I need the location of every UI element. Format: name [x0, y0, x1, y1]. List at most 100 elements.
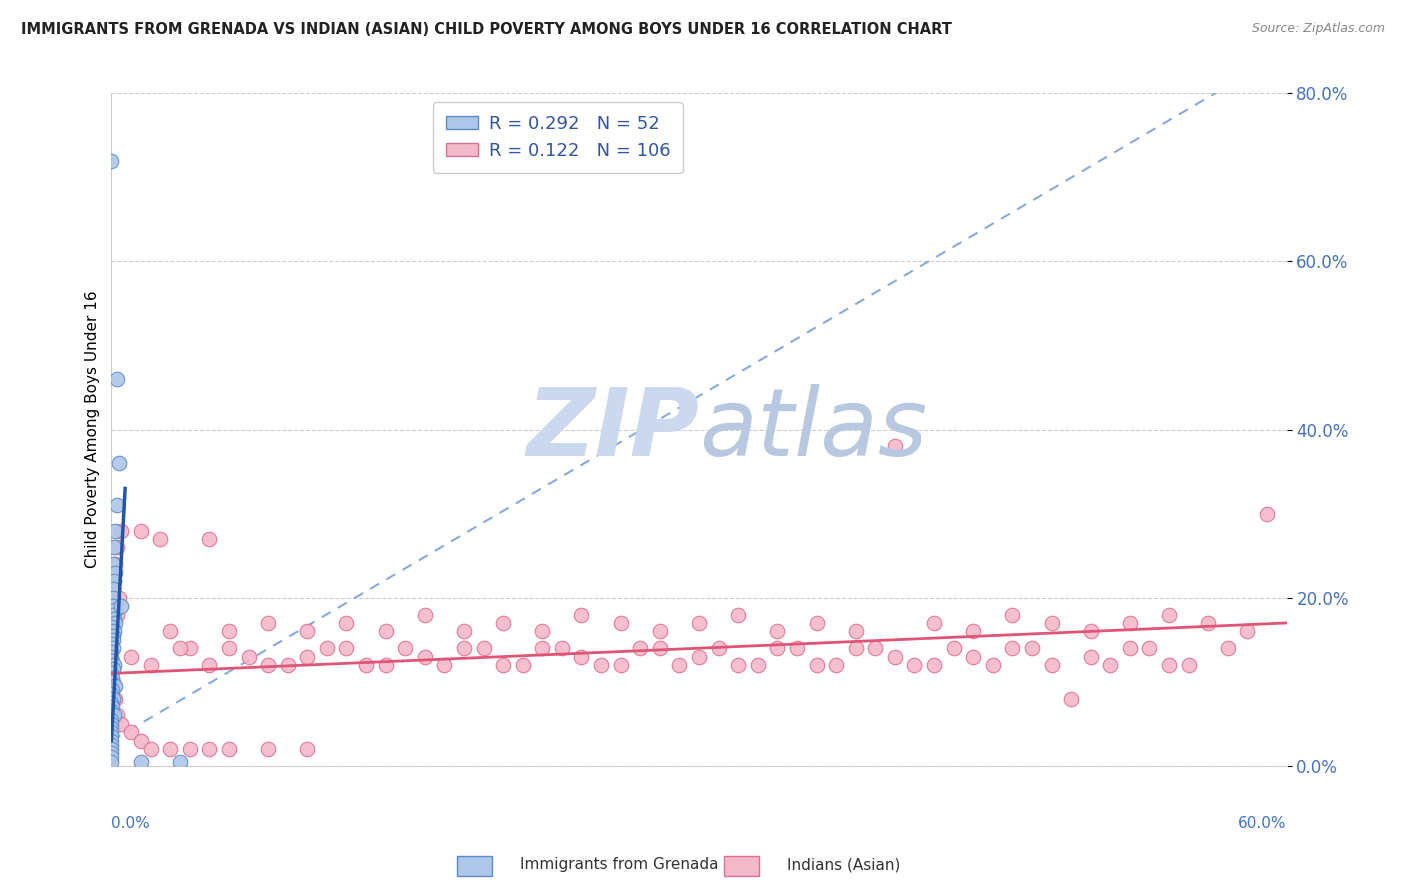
Point: [1099, 658, 1122, 673]
Point: [129, 755, 152, 769]
Point: [103, 708, 125, 723]
Point: [238, 649, 260, 664]
Point: [110, 716, 132, 731]
Text: atlas: atlas: [699, 384, 927, 475]
Point: [766, 641, 789, 656]
Point: [100, 750, 122, 764]
Point: [100, 704, 122, 718]
Point: [297, 742, 319, 756]
Point: [1040, 615, 1063, 630]
Point: [492, 658, 515, 673]
Point: [825, 658, 848, 673]
Point: [129, 524, 152, 538]
Point: [105, 498, 128, 512]
Point: [100, 666, 122, 681]
Point: [591, 658, 613, 673]
Point: [1021, 641, 1043, 656]
Point: [297, 624, 319, 639]
Point: [472, 641, 495, 656]
Point: [159, 624, 181, 639]
Point: [413, 607, 436, 622]
Point: [277, 658, 299, 673]
Point: [335, 641, 357, 656]
Point: [1177, 658, 1199, 673]
Point: [922, 615, 945, 630]
Point: [1080, 649, 1102, 664]
Point: [571, 649, 593, 664]
Point: [354, 658, 377, 673]
Point: [865, 641, 887, 656]
Point: [688, 649, 710, 664]
Point: [512, 658, 534, 673]
Point: [218, 742, 240, 756]
Point: [453, 641, 475, 656]
Point: [104, 615, 127, 630]
Point: [1001, 641, 1024, 656]
Point: [1119, 641, 1142, 656]
Point: [100, 725, 122, 739]
Point: [108, 591, 131, 605]
Point: [103, 582, 125, 597]
Point: [103, 612, 125, 626]
Point: [198, 658, 221, 673]
Point: [551, 641, 574, 656]
Point: [103, 541, 125, 555]
Point: [648, 624, 671, 639]
Point: [374, 624, 396, 639]
Point: [179, 742, 201, 756]
Point: [257, 742, 280, 756]
Point: [198, 532, 221, 546]
Point: [845, 641, 868, 656]
Point: [105, 607, 128, 622]
Point: [845, 624, 868, 639]
Point: [100, 755, 122, 769]
Point: [335, 615, 357, 630]
Point: [169, 641, 191, 656]
Point: [1060, 691, 1083, 706]
Point: [110, 524, 132, 538]
Point: [159, 742, 181, 756]
Point: [571, 607, 593, 622]
Point: [100, 649, 122, 664]
Point: [179, 641, 201, 656]
Point: [101, 683, 124, 698]
Point: [103, 557, 125, 571]
Point: [104, 603, 127, 617]
Point: [531, 624, 554, 639]
Point: [104, 524, 127, 538]
Point: [1216, 641, 1239, 656]
Point: [103, 624, 125, 639]
Point: [108, 456, 131, 470]
Point: [129, 733, 152, 747]
Point: [120, 725, 142, 739]
Point: [609, 615, 631, 630]
Point: [433, 658, 456, 673]
Point: [688, 615, 710, 630]
Point: [942, 641, 965, 656]
Point: [922, 658, 945, 673]
Point: [806, 658, 828, 673]
Y-axis label: Child Poverty Among Boys Under 16: Child Poverty Among Boys Under 16: [86, 291, 100, 568]
Point: [100, 637, 122, 651]
Point: [101, 700, 124, 714]
Point: [1197, 615, 1219, 630]
Point: [1040, 658, 1063, 673]
Point: [100, 721, 122, 735]
Point: [105, 541, 128, 555]
Point: [453, 624, 475, 639]
Text: ZIP: ZIP: [526, 384, 699, 475]
Point: [103, 599, 125, 614]
Point: [100, 730, 122, 744]
Point: [727, 607, 749, 622]
Point: [883, 439, 905, 453]
Point: [315, 641, 337, 656]
Point: [103, 662, 125, 676]
Point: [103, 607, 125, 622]
Point: [103, 591, 125, 605]
Point: [100, 738, 122, 752]
Point: [103, 574, 125, 588]
Point: [120, 649, 142, 664]
Point: [727, 658, 749, 673]
Point: [198, 742, 221, 756]
Text: Source: ZipAtlas.com: Source: ZipAtlas.com: [1251, 22, 1385, 36]
